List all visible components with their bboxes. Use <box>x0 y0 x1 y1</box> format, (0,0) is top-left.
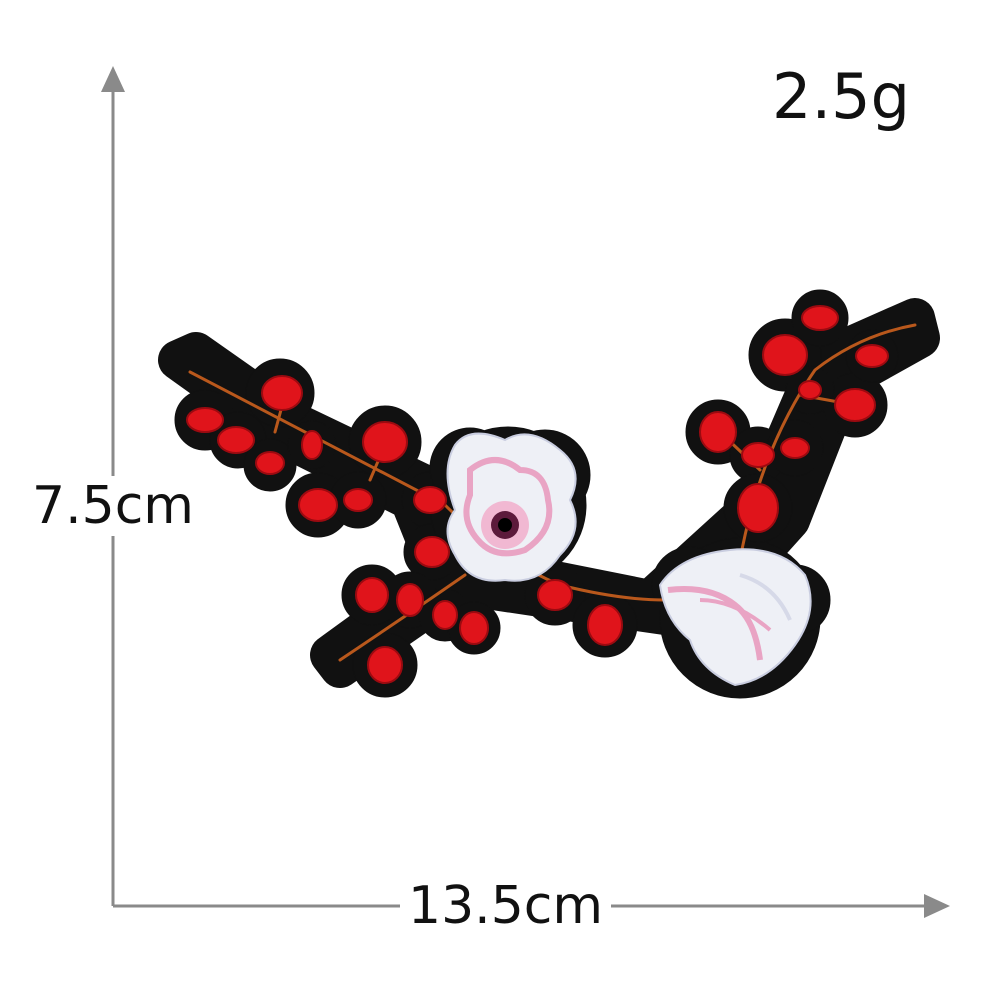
weight-label: 2.5g <box>772 60 910 133</box>
up-arrow-icon <box>101 66 125 92</box>
red-berries <box>186 305 889 684</box>
white-flower-left <box>446 432 577 582</box>
height-label: 7.5cm <box>30 476 196 536</box>
embroidered-flower-patch <box>158 289 940 699</box>
white-flower-right <box>658 548 812 687</box>
right-arrow-icon <box>924 894 950 918</box>
width-label: 13.5cm <box>400 878 612 934</box>
